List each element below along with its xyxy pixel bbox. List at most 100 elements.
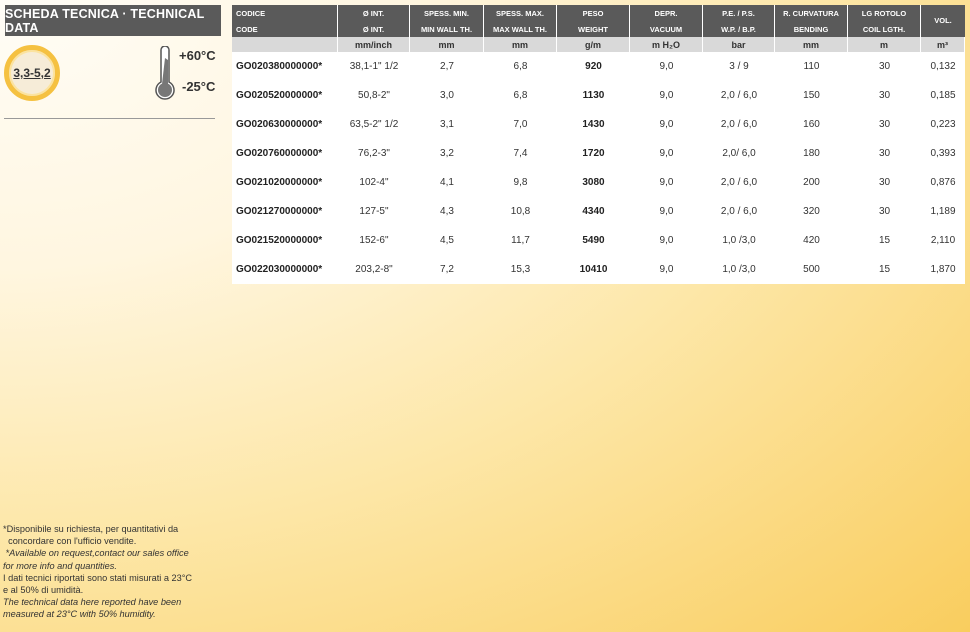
footnote-line: measured at 23°C with 50% humidity. bbox=[3, 609, 156, 620]
table-cell: 2,110 bbox=[930, 235, 956, 246]
footnote-line: I dati tecnici riportati sono stati misu… bbox=[3, 572, 193, 583]
header-cell: BENDING bbox=[775, 21, 848, 37]
table-cell: 1130 bbox=[582, 90, 605, 101]
table-cell: 30 bbox=[878, 119, 891, 130]
unit-cell bbox=[232, 37, 338, 52]
table-row: GO021020000000* 102-4" 4,1 9,8 3080 9,0 2,0 / … bbox=[232, 168, 965, 197]
table-cell: 0,185 bbox=[930, 90, 956, 101]
table-row: GO020520000000* 50,8-2" 3,0 6,8 1130 9,0 2,0 /… bbox=[232, 81, 965, 110]
table-cell: 9,0 bbox=[659, 235, 674, 246]
header-cell: MIN WALL TH. bbox=[410, 21, 484, 37]
product-code: GO020760000000* bbox=[236, 148, 323, 159]
unit-cell: m H₂O bbox=[630, 37, 703, 52]
table-cell: 920 bbox=[585, 61, 602, 72]
footnote-line: concordare con l'ufficio vendite. bbox=[3, 536, 137, 547]
header-cell: CODICE bbox=[232, 5, 338, 21]
product-code: GO020380000000* bbox=[236, 61, 323, 72]
table-cell: 9,0 bbox=[659, 119, 674, 130]
table-cell: 102-4" bbox=[359, 177, 389, 188]
table-row: GO021270000000* 127-5" 4,3 10,8 4340 9,0 2,0 /… bbox=[232, 197, 965, 226]
divider bbox=[4, 118, 215, 119]
thermometer-icon bbox=[155, 46, 175, 100]
table-cell: 4,1 bbox=[440, 177, 454, 188]
footnotes: *Disponibile su richiesta, per quantitat… bbox=[3, 523, 192, 621]
header-cell: P.E. / P.S. bbox=[703, 5, 775, 21]
table-cell: 2,0 / 6,0 bbox=[720, 90, 758, 101]
header-cell: COIL LGTH. bbox=[848, 21, 921, 37]
table-cell: 150 bbox=[803, 90, 820, 101]
table-cell: 15,3 bbox=[510, 264, 531, 275]
table-cell: 4,3 bbox=[440, 206, 454, 217]
table-cell: 2,0 / 6,0 bbox=[720, 206, 758, 217]
header-cell: W.P. / B.P. bbox=[703, 21, 775, 37]
table-cell: 6,8 bbox=[513, 90, 528, 101]
header-cell: DEPR. bbox=[630, 5, 703, 21]
table-cell: 2,7 bbox=[440, 61, 454, 72]
table-cell: 30 bbox=[878, 206, 891, 217]
unit-cell: mm/inch bbox=[338, 37, 410, 52]
header-cell: MAX WALL TH. bbox=[484, 21, 557, 37]
table-cell: 2,0/ 6,0 bbox=[722, 148, 756, 159]
header-row-english: CODE Ø INT. MIN WALL TH. MAX WALL TH. WEIGHT… bbox=[232, 21, 965, 37]
min-temperature: -25°C bbox=[182, 79, 216, 94]
header-cell: Ø INT. bbox=[338, 21, 410, 37]
table-cell: 200 bbox=[803, 177, 820, 188]
table-cell: 1,0 /3,0 bbox=[722, 264, 756, 275]
table-row: GO020630000000* 63,5-2" 1/2 3,1 7,0 1430 9,0 2… bbox=[232, 110, 965, 139]
table-cell: 4,5 bbox=[440, 235, 454, 246]
table-cell: 63,5-2" 1/2 bbox=[349, 119, 399, 130]
table-cell: 9,0 bbox=[659, 206, 674, 217]
product-code: GO020630000000* bbox=[236, 119, 323, 130]
table-cell: 30 bbox=[878, 61, 891, 72]
table-cell: 0,132 bbox=[930, 61, 956, 72]
table-cell: 30 bbox=[878, 177, 891, 188]
unit-cell: g/m bbox=[557, 37, 630, 52]
table-cell: 3 / 9 bbox=[729, 61, 749, 72]
table-cell: 3080 bbox=[582, 177, 605, 188]
table-cell: 30 bbox=[878, 90, 891, 101]
table-cell: 152-6" bbox=[359, 235, 389, 246]
table-cell: 3,1 bbox=[440, 119, 454, 130]
product-code: GO021270000000* bbox=[236, 206, 323, 217]
header-cell: CODE bbox=[232, 21, 338, 37]
table-cell: 1,0 /3,0 bbox=[722, 235, 756, 246]
header-cell: Ø INT. bbox=[338, 5, 410, 21]
table-cell: 5490 bbox=[582, 235, 605, 246]
table-cell: 10410 bbox=[579, 264, 608, 275]
header-row-italian: CODICE Ø INT. SPESS. MIN. SPESS. MAX. PESO DE… bbox=[232, 5, 965, 21]
unit-cell: mm bbox=[775, 37, 848, 52]
header-cell: R. CURVATURA bbox=[775, 5, 848, 21]
table-cell: 4340 bbox=[582, 206, 605, 217]
product-code: GO022030000000* bbox=[236, 264, 323, 275]
table-row: GO021520000000* 152-6" 4,5 11,7 5490 9,0 1,0 /… bbox=[232, 226, 965, 255]
table-cell: 1,189 bbox=[930, 206, 956, 217]
table-cell: 7,4 bbox=[513, 148, 528, 159]
footnote-line: *Disponibile su richiesta, per quantitat… bbox=[3, 524, 179, 534]
table-cell: 160 bbox=[803, 119, 820, 130]
table-cell: 6,8 bbox=[513, 61, 528, 72]
table-cell: 7,2 bbox=[440, 264, 454, 275]
table-cell: 420 bbox=[803, 235, 820, 246]
table-cell: 1,870 bbox=[930, 264, 956, 275]
table-cell: 2,0 / 6,0 bbox=[720, 119, 758, 130]
table-cell: 9,0 bbox=[659, 264, 674, 275]
table-cell: 0,393 bbox=[930, 148, 956, 159]
table-cell: 76,2-3" bbox=[358, 148, 390, 159]
table-cell: 38,1-1" 1/2 bbox=[349, 61, 399, 72]
table-cell: 9,8 bbox=[513, 177, 528, 188]
table-cell: 11,7 bbox=[511, 235, 530, 246]
table-cell: 15 bbox=[878, 235, 891, 246]
footnote-line: for more info and quantities. bbox=[3, 560, 117, 571]
table-cell: 3,2 bbox=[440, 148, 454, 159]
diameter-range-badge: 3,3-5,2 bbox=[4, 45, 60, 101]
table-row: GO020380000000* 38,1-1" 1/2 2,7 6,8 920 9,0 3 … bbox=[232, 52, 965, 81]
footnote-line: *Available on request,contact our sales … bbox=[3, 548, 189, 559]
table-cell: 2,0 / 6,0 bbox=[720, 177, 758, 188]
table-cell: 320 bbox=[803, 206, 820, 217]
header-cell: LG ROTOLO bbox=[848, 5, 921, 21]
table-cell: 203,2-8" bbox=[355, 264, 393, 275]
table-cell: 500 bbox=[803, 264, 820, 275]
max-temperature: +60°C bbox=[179, 48, 216, 63]
table-cell: 1430 bbox=[582, 119, 605, 130]
table-cell: 3,0 bbox=[440, 90, 454, 101]
